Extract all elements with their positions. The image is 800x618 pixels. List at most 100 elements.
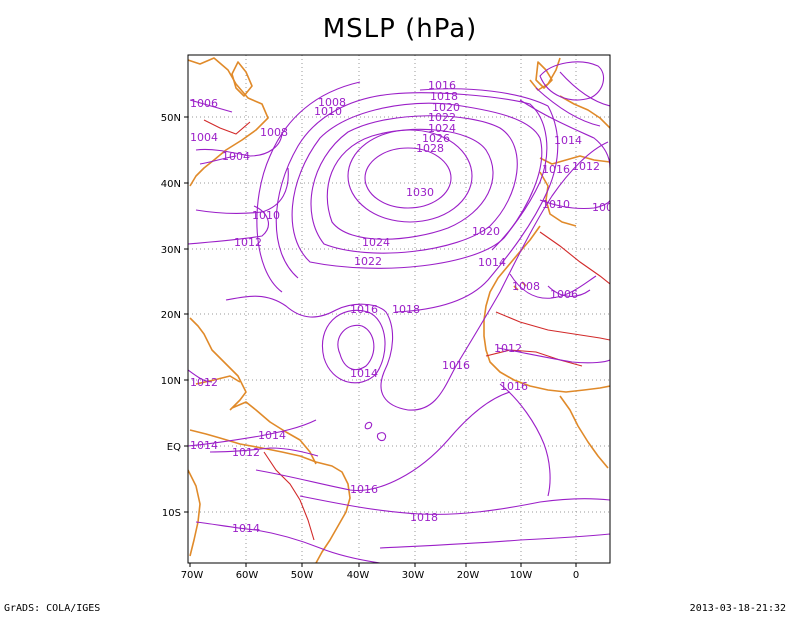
lon-axis-labels: 70W 60W 50W 40W 30W 20W 10W 0 <box>181 570 580 581</box>
isobar-label: 1012 <box>572 160 600 173</box>
isobar-1012-west-mid <box>188 369 213 383</box>
isobar-1016-b <box>321 309 386 384</box>
lon-label: 50W <box>291 570 314 581</box>
isobar-label: 1010 <box>252 209 280 222</box>
isobar-1018-south <box>299 495 610 515</box>
isobar-1012-africa <box>497 347 610 364</box>
coast-cuba <box>195 375 241 385</box>
isobar-small-1 <box>364 421 373 430</box>
lat-label: 10S <box>162 508 181 519</box>
isobar-label: 1014 <box>554 134 582 147</box>
coast-caribbean <box>189 317 317 465</box>
isobar-1014-eq <box>188 419 317 447</box>
coastlines <box>188 57 610 563</box>
timestamp: 2013-03-18-21:32 <box>689 603 786 614</box>
isobar-1014 <box>337 324 375 371</box>
coast-south-america <box>189 429 351 563</box>
coast-iberia <box>539 171 577 227</box>
isobars <box>188 61 610 563</box>
isobar-label: 1014 <box>478 256 506 269</box>
isobar-label: 1030 <box>406 186 434 199</box>
border-africa-1 <box>539 231 610 285</box>
lat-label: 40N <box>161 179 181 190</box>
border-south-america <box>263 451 315 541</box>
lon-label: 40W <box>347 570 370 581</box>
isobar-label: 1012 <box>232 446 260 459</box>
lat-label: 20N <box>161 310 181 321</box>
isobar-1006-africa <box>547 285 591 297</box>
isobar-1010-iberia <box>539 199 610 210</box>
isobar-1012-west <box>188 205 269 245</box>
isobar-label: 1004 <box>190 131 218 144</box>
lon-label: 20W <box>457 570 480 581</box>
isobar-label: 1014 <box>190 439 218 452</box>
isobar-label: 1018 <box>430 90 458 103</box>
coast-gulf-guinea <box>559 395 609 469</box>
isobar-label: 1022 <box>354 255 382 268</box>
isobar-label: 1012 <box>234 236 262 249</box>
lat-label: 50N <box>161 113 181 124</box>
isobar-1016-ne <box>519 99 610 169</box>
isobar-label: 1006 <box>550 288 578 301</box>
coast-newfoundland <box>231 61 253 97</box>
lon-label: 0 <box>573 570 579 581</box>
isobar-1024 <box>310 115 518 254</box>
isobar-1018 <box>256 81 559 313</box>
isobar-label: 1010 <box>314 105 342 118</box>
isobar-1014-south <box>195 521 381 563</box>
isobar-label: 1014 <box>258 429 286 442</box>
isobar-1030 <box>364 147 452 209</box>
grads-credit: GrADS: COLA/IGES <box>4 603 101 614</box>
isobar-1008-africa <box>509 273 597 299</box>
lon-label: 70W <box>181 570 204 581</box>
border-north-america <box>203 119 251 135</box>
isobar-label: 1008 <box>512 280 540 293</box>
map-frame <box>187 54 611 564</box>
isobar-label: 1018 <box>410 511 438 524</box>
isobar-1020 <box>275 92 548 279</box>
isobar-label: 1016 <box>442 359 470 372</box>
border-africa-3 <box>485 349 583 367</box>
coast-brazil-inner <box>188 469 201 557</box>
lat-label: EQ <box>167 442 181 453</box>
lon-label: 30W <box>402 570 425 581</box>
coast-west-africa <box>483 225 610 393</box>
isobar-label: 1024 <box>428 122 456 135</box>
isobar-label: 1020 <box>472 225 500 238</box>
isobar-label: 1018 <box>392 303 420 316</box>
lon-label: 10W <box>510 570 533 581</box>
map-title: MSLP (hPa) <box>322 14 478 44</box>
coast-british-isles <box>535 61 553 89</box>
isobar-label: 1010 <box>542 198 570 211</box>
isobar-1016 <box>225 141 609 411</box>
lat-axis-labels: 50N 40N 30N 20N 10N EQ 10S <box>161 113 181 519</box>
political-borders <box>203 119 610 541</box>
isobar-label: 1016 <box>350 483 378 496</box>
isobar-1014-ne <box>535 87 601 127</box>
isobar-label: 1008 <box>260 126 288 139</box>
isobar-1022 <box>291 102 543 269</box>
isobar-labels: 1016 1018 1020 1022 1024 1026 1028 1030 … <box>190 79 620 535</box>
isobar-1026 <box>326 128 494 240</box>
isobar-label: 1014 <box>350 367 378 380</box>
lat-label: 30N <box>161 245 181 256</box>
isobar-1016-africa <box>499 383 551 497</box>
isobar-label: 1020 <box>432 101 460 114</box>
coast-canary-islands <box>513 281 527 291</box>
isobar-label: 1016 <box>542 163 570 176</box>
isobar-1016-south <box>255 391 511 492</box>
isobar-label: 1014 <box>232 522 260 535</box>
isobar-1012-ne <box>559 71 610 107</box>
isobar-label: 1016 <box>350 303 378 316</box>
isobar-label: 1026 <box>422 132 450 145</box>
isobar-label: 1006 <box>592 201 620 214</box>
isobar-1008 <box>195 131 283 157</box>
isobar-label: 1024 <box>362 236 390 249</box>
isobar-low-ne <box>539 61 605 101</box>
isobar-label: 1012 <box>494 342 522 355</box>
isobar-label: 1004 <box>222 150 250 163</box>
isobar-label: 1016 <box>428 79 456 92</box>
isobar-label: 1028 <box>416 142 444 155</box>
isobar-label: 1008 <box>318 96 346 109</box>
